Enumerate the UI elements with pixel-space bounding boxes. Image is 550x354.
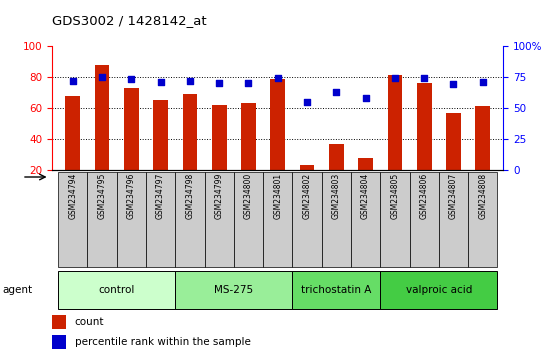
- Text: GSM234808: GSM234808: [478, 173, 487, 219]
- Point: [98, 74, 107, 80]
- FancyBboxPatch shape: [87, 172, 117, 267]
- Text: MS-275: MS-275: [214, 285, 254, 295]
- Bar: [65, 96, 80, 170]
- Text: GDS3002 / 1428142_at: GDS3002 / 1428142_at: [52, 14, 207, 27]
- Text: GSM234798: GSM234798: [185, 173, 194, 219]
- FancyBboxPatch shape: [351, 172, 380, 267]
- Point: [478, 79, 487, 85]
- Point: [127, 76, 136, 82]
- FancyBboxPatch shape: [146, 172, 175, 267]
- Point: [390, 75, 399, 81]
- FancyBboxPatch shape: [263, 172, 293, 267]
- FancyBboxPatch shape: [234, 172, 263, 267]
- Text: GSM234802: GSM234802: [302, 173, 311, 219]
- Bar: [358, 158, 373, 170]
- FancyBboxPatch shape: [380, 172, 410, 267]
- FancyBboxPatch shape: [322, 172, 351, 267]
- Point: [273, 75, 282, 81]
- Text: percentile rank within the sample: percentile rank within the sample: [75, 337, 251, 347]
- Bar: [329, 144, 344, 170]
- Bar: [153, 100, 168, 170]
- Text: GSM234799: GSM234799: [214, 173, 224, 219]
- Bar: [300, 165, 315, 170]
- Point: [244, 80, 253, 86]
- FancyBboxPatch shape: [439, 172, 468, 267]
- FancyBboxPatch shape: [293, 172, 322, 267]
- Bar: [475, 107, 490, 170]
- Point: [302, 99, 311, 105]
- Bar: [271, 79, 285, 170]
- Point: [156, 79, 165, 85]
- FancyBboxPatch shape: [175, 271, 293, 309]
- Bar: [52, 315, 66, 329]
- Text: GSM234796: GSM234796: [127, 173, 136, 219]
- FancyBboxPatch shape: [380, 271, 497, 309]
- Text: GSM234805: GSM234805: [390, 173, 399, 219]
- Text: control: control: [98, 285, 135, 295]
- Text: GSM234794: GSM234794: [68, 173, 77, 219]
- Bar: [417, 83, 432, 170]
- Point: [68, 78, 77, 84]
- Point: [215, 80, 224, 86]
- Point: [361, 95, 370, 101]
- FancyBboxPatch shape: [58, 271, 175, 309]
- Bar: [183, 94, 197, 170]
- Text: GSM234807: GSM234807: [449, 173, 458, 219]
- Bar: [388, 75, 402, 170]
- FancyBboxPatch shape: [410, 172, 439, 267]
- Point: [185, 78, 194, 84]
- Text: valproic acid: valproic acid: [406, 285, 472, 295]
- FancyBboxPatch shape: [117, 172, 146, 267]
- Text: trichostatin A: trichostatin A: [301, 285, 371, 295]
- Text: count: count: [75, 318, 104, 327]
- Text: GSM234797: GSM234797: [156, 173, 165, 219]
- Text: GSM234806: GSM234806: [420, 173, 428, 219]
- FancyBboxPatch shape: [205, 172, 234, 267]
- Text: GSM234803: GSM234803: [332, 173, 341, 219]
- Bar: [52, 335, 66, 348]
- Point: [449, 81, 458, 87]
- FancyBboxPatch shape: [175, 172, 205, 267]
- Text: agent: agent: [3, 285, 33, 295]
- Bar: [95, 65, 109, 170]
- Bar: [241, 103, 256, 170]
- Text: GSM234804: GSM234804: [361, 173, 370, 219]
- Bar: [446, 113, 461, 170]
- FancyBboxPatch shape: [468, 172, 497, 267]
- Bar: [124, 88, 139, 170]
- Text: GSM234801: GSM234801: [273, 173, 282, 219]
- Point: [420, 75, 428, 81]
- Point: [332, 89, 340, 95]
- Text: GSM234800: GSM234800: [244, 173, 253, 219]
- FancyBboxPatch shape: [293, 271, 380, 309]
- FancyBboxPatch shape: [58, 172, 87, 267]
- Text: GSM234795: GSM234795: [97, 173, 107, 219]
- Bar: [212, 105, 227, 170]
